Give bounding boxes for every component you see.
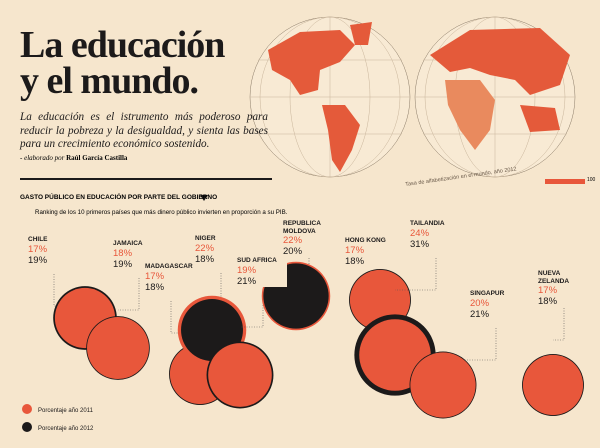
value-label: 17% [28,243,48,255]
country-name: MADAGASCAR [145,263,193,270]
country-name: NIGER [195,235,216,242]
value-label: 17% [345,244,365,256]
value-label: 18% [538,296,558,307]
value-label: 17% [145,270,165,282]
country-label: CHILE 17% 19% [28,236,78,266]
value-label: 31% [410,238,430,250]
legend-swatch [22,404,32,414]
leader [553,308,565,341]
country-label: NIGER 22% 18% [195,235,245,265]
country-label: TAILANDIA 24% 31% [410,220,460,250]
intro: La educación es el istrumento más podero… [20,111,268,150]
value-label: 22% [283,235,303,246]
country-label: MADAGASCAR 17% 18% [145,263,195,293]
title: y el mundo. [20,60,199,102]
country-name: SUD AFRICA [237,257,277,264]
value-label: 19% [237,264,257,276]
country-label: REPUBLICA MOLDOVA 22% 20% [283,220,333,257]
bubble [87,317,149,379]
country-name: REPUBLICA MOLDOVA [283,220,321,235]
value-label: 22% [195,242,215,254]
country-label: SINGAPUR 20% 21% [470,290,520,320]
country-name: CHILE [28,236,48,243]
credit-prefix: - elaborado por [20,154,65,162]
credit: - elaborado por Raúl García Castilla [20,154,127,162]
legend-label: Porcentaje año 2012 [38,426,94,432]
map-scale [545,179,585,184]
leader [395,258,437,291]
value-label: 18% [195,253,215,265]
value-label: 21% [470,308,490,320]
bubble [208,343,272,407]
value-label: 18% [113,247,133,259]
country-name: JAMAICA [113,240,143,247]
triangle [200,195,208,201]
value-label: 21% [237,275,257,287]
country-label: SUD AFRICA 19% 21% [237,257,287,287]
leader [443,328,497,361]
country-name: HONG KONG [345,237,386,244]
value-label: 19% [28,254,48,266]
country-name: TAILANDIA [410,220,445,227]
country-label: HONG KONG 17% 18% [345,237,395,267]
value-label: 20% [470,297,490,309]
country-name: SINGAPUR [470,290,505,297]
value-label: 20% [283,246,303,257]
leader [170,301,200,334]
chart-title: GASTO PÚBLICO EN EDUCACIÓN POR PARTE DEL… [20,194,218,201]
title: La educación [20,24,225,66]
credit-name: Raúl García Castilla [66,154,128,162]
value-label: 19% [113,258,133,270]
value-label: 17% [538,285,558,296]
country-label: NUEVA ZELANDA 17% 18% [538,270,588,307]
bubble [522,354,584,416]
map-scale-label: 100 [587,177,596,183]
continents [268,22,570,172]
leader [240,295,264,328]
value-label: 18% [345,255,365,267]
leader [118,278,140,311]
bubble [410,352,476,418]
value-label: 18% [145,281,165,293]
legend-swatch [22,422,32,432]
country-name: NUEVA ZELANDA [538,270,570,285]
value-label: 24% [410,227,430,239]
legend-label: Porcentaje año 2011 [38,408,94,414]
chart-subtitle: Ranking de los 10 primeros países que má… [35,209,288,216]
